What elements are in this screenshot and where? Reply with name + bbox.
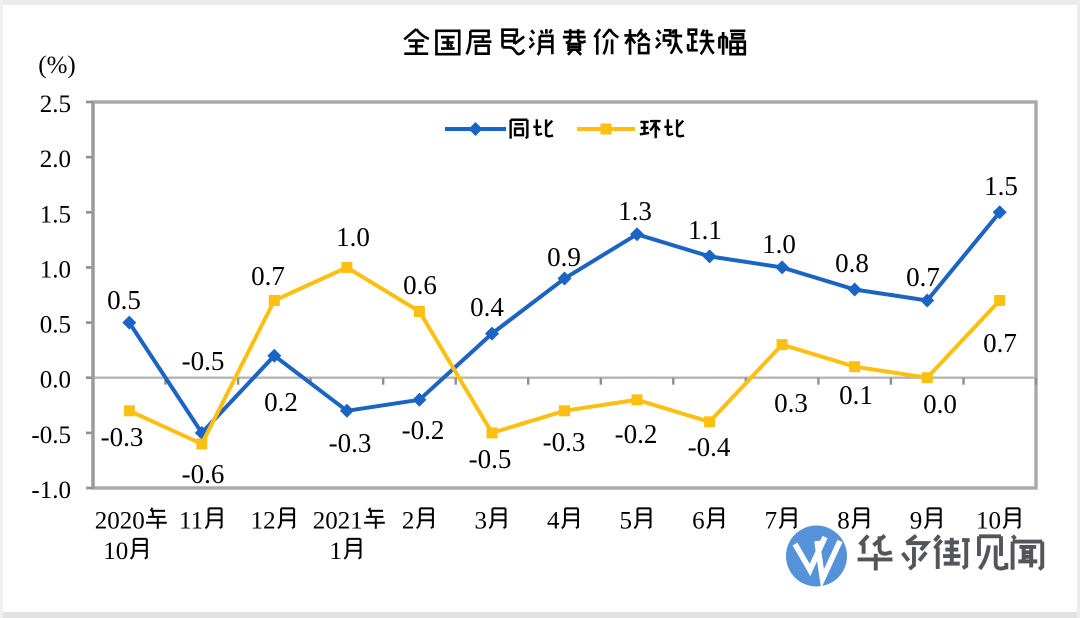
- svg-text:11: 11: [179, 508, 203, 535]
- svg-text:4: 4: [547, 508, 560, 535]
- svg-text:0.0: 0.0: [923, 389, 957, 419]
- svg-text:1: 1: [330, 538, 343, 565]
- svg-text:-0.3: -0.3: [329, 428, 372, 458]
- svg-text:8: 8: [837, 508, 850, 535]
- svg-text:1.0: 1.0: [40, 256, 71, 283]
- svg-text:-0.2: -0.2: [615, 419, 658, 449]
- svg-text:-0.5: -0.5: [469, 444, 512, 474]
- svg-text:-0.3: -0.3: [543, 427, 586, 457]
- svg-text:12: 12: [251, 508, 276, 535]
- svg-text:0.2: 0.2: [264, 387, 298, 417]
- svg-text:-0.4: -0.4: [688, 432, 731, 462]
- svg-text:0.5: 0.5: [107, 285, 141, 315]
- svg-text:0.4: 0.4: [470, 292, 504, 322]
- svg-text:0.3: 0.3: [774, 388, 808, 418]
- svg-text:0.8: 0.8: [835, 248, 869, 278]
- svg-text:-0.2: -0.2: [402, 415, 445, 445]
- svg-text:0.6: 0.6: [403, 270, 437, 300]
- svg-text:10: 10: [976, 508, 1001, 535]
- svg-text:0.7: 0.7: [251, 261, 285, 291]
- svg-text:2021: 2021: [313, 508, 363, 535]
- svg-text:7: 7: [765, 508, 778, 535]
- svg-text:1.0: 1.0: [762, 229, 796, 259]
- svg-text:1.1: 1.1: [688, 215, 722, 245]
- svg-text:-0.3: -0.3: [101, 422, 144, 452]
- svg-text:2.5: 2.5: [40, 91, 71, 118]
- svg-text:-1.0: -1.0: [31, 477, 71, 504]
- svg-text:2: 2: [402, 508, 415, 535]
- svg-text:0.1: 0.1: [839, 380, 873, 410]
- svg-text:2020: 2020: [95, 508, 145, 535]
- svg-text:1.3: 1.3: [618, 196, 652, 226]
- svg-text:5: 5: [620, 508, 633, 535]
- svg-text:0.7: 0.7: [983, 328, 1017, 358]
- svg-text:1.5: 1.5: [40, 201, 71, 228]
- svg-text:1.5: 1.5: [984, 171, 1018, 201]
- svg-text:-0.5: -0.5: [31, 422, 71, 449]
- svg-text:10: 10: [103, 538, 128, 565]
- svg-text:0.0: 0.0: [40, 367, 71, 394]
- svg-text:6: 6: [692, 508, 705, 535]
- svg-text:0.7: 0.7: [906, 262, 940, 292]
- svg-text:-0.6: -0.6: [182, 459, 225, 489]
- svg-text:1.0: 1.0: [336, 222, 370, 252]
- svg-text:0.9: 0.9: [547, 242, 581, 272]
- svg-text:9: 9: [910, 508, 923, 535]
- svg-text:2.0: 2.0: [40, 146, 71, 173]
- svg-text:-0.5: -0.5: [182, 346, 225, 376]
- svg-text:0.5: 0.5: [40, 312, 71, 339]
- svg-text:3: 3: [475, 508, 488, 535]
- svg-text:(%): (%): [38, 52, 75, 79]
